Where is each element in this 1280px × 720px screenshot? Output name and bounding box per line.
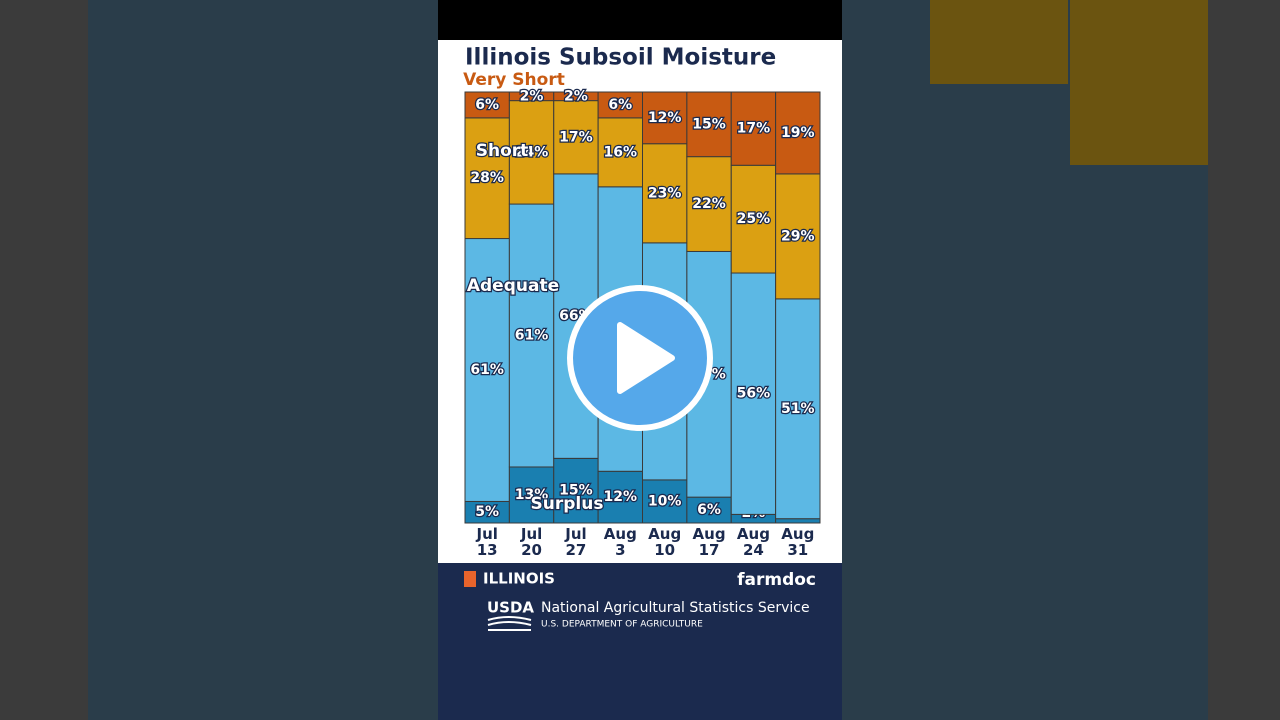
series-label: Very Short xyxy=(463,70,565,90)
illinois-logo xyxy=(464,571,476,587)
value-label: 12% xyxy=(648,110,682,126)
series-label: Adequate xyxy=(467,276,559,296)
value-label: 17% xyxy=(737,121,771,137)
value-label: 2% xyxy=(520,88,544,104)
value-label: 25% xyxy=(737,211,771,227)
bar-segment xyxy=(686,496,732,524)
value-label: 56% xyxy=(737,386,771,402)
value-label: 28% xyxy=(470,170,504,186)
bar-segment xyxy=(775,173,821,300)
bar-segment xyxy=(730,91,777,166)
bar-segment xyxy=(686,156,732,252)
bar-segment xyxy=(642,91,688,145)
agency-logo: USDA xyxy=(487,599,534,617)
value-label: 2% xyxy=(564,88,588,104)
value-label: 12% xyxy=(604,489,638,505)
department: U.S. DEPARTMENT OF AGRICULTURE xyxy=(541,620,703,630)
usda-waves xyxy=(487,616,532,631)
value-label: 5% xyxy=(475,504,499,520)
value-label: 15% xyxy=(692,116,726,132)
value-label: 6% xyxy=(697,502,721,518)
value-label: 61% xyxy=(515,328,549,344)
backdrop xyxy=(1070,0,1208,165)
value-label: 22% xyxy=(692,196,726,212)
value-label: 10% xyxy=(648,493,682,509)
bar-segment xyxy=(642,143,688,244)
chart-title: Illinois Subsoil Moisture xyxy=(465,45,776,71)
university: ILLINOIS xyxy=(483,570,555,588)
x-tick-label: Jul 27 xyxy=(565,525,587,559)
value-label: 6% xyxy=(475,97,499,113)
value-label: 51% xyxy=(781,401,815,417)
bar-segment xyxy=(775,91,821,175)
play-icon[interactable] xyxy=(617,322,675,394)
bar-segment xyxy=(553,100,599,175)
bar-segment xyxy=(597,91,643,119)
top-bar xyxy=(438,0,842,40)
value-label: 29% xyxy=(781,228,815,244)
x-tick-label: Aug 24 xyxy=(736,525,770,559)
x-tick-label: Jul 20 xyxy=(520,525,543,559)
bar-segment xyxy=(508,466,555,524)
value-label: 23% xyxy=(648,185,682,201)
bar-segment xyxy=(508,100,555,205)
value-label: 19% xyxy=(781,125,815,141)
bar-segment xyxy=(642,479,688,524)
x-tick-label: Aug 10 xyxy=(648,525,682,559)
play-button[interactable] xyxy=(567,285,713,431)
value-label: 17% xyxy=(559,129,593,145)
value-label: 13% xyxy=(515,487,549,503)
bar-segment xyxy=(464,91,510,119)
series-label: Short xyxy=(476,141,529,161)
value-label: 61% xyxy=(470,362,504,378)
value-label: 24% xyxy=(515,144,549,160)
value-label: 15% xyxy=(559,483,593,499)
agency: National Agricultural Statistics Service xyxy=(541,600,810,616)
x-tick-label: Jul 13 xyxy=(476,525,498,559)
bar-segment xyxy=(464,117,510,240)
backdrop xyxy=(930,0,1068,84)
series-label: Surplus xyxy=(531,494,604,514)
x-tick-label: Aug 3 xyxy=(603,525,637,559)
x-tick-label: Aug 17 xyxy=(692,525,726,559)
brand: farmdoc xyxy=(737,570,816,590)
value-label: 16% xyxy=(604,144,638,160)
value-label: 6% xyxy=(608,97,632,113)
backdrop xyxy=(88,0,438,720)
bar-segment xyxy=(775,298,821,520)
bar-segment xyxy=(464,238,510,502)
x-tick-label: Aug 31 xyxy=(781,525,815,559)
footer-panel xyxy=(438,563,842,720)
